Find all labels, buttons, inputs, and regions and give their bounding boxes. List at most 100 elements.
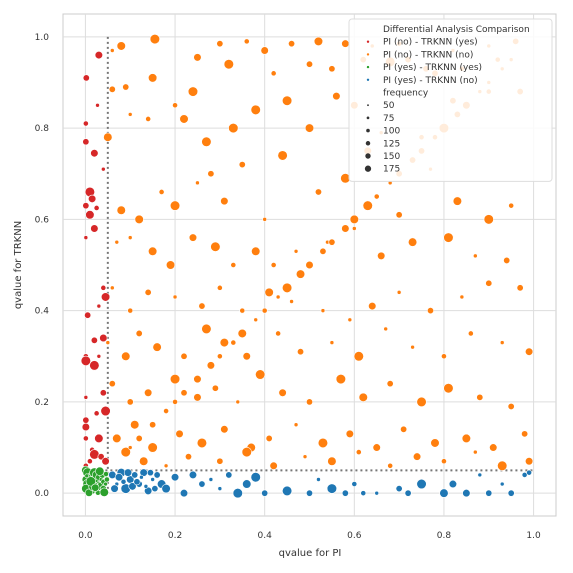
point-pi-no-trknn-no [250, 104, 261, 115]
point-pi-no-trknn-no [353, 351, 364, 362]
point-pi-no-trknn-yes [99, 333, 108, 343]
point-pi-yes-trknn-no [151, 485, 159, 493]
point-pi-no-trknn-yes [86, 458, 93, 465]
point-pi-no-trknn-no [148, 246, 158, 256]
legend-size-title: frequency [383, 89, 429, 99]
legend-size-marker [366, 128, 370, 133]
point-pi-yes-trknn-no [139, 474, 144, 480]
point-pi-no-trknn-no [108, 85, 116, 93]
point-pi-no-trknn-yes [82, 435, 89, 442]
point-pi-no-trknn-no [169, 373, 181, 385]
point-pi-no-trknn-no [121, 351, 131, 361]
x-tick-label: 0.2 [168, 531, 182, 541]
point-pi-no-trknn-no [489, 443, 498, 452]
point-pi-yes-trknn-no [225, 471, 233, 479]
point-pi-no-trknn-no [180, 352, 188, 360]
point-pi-no-trknn-no [317, 437, 329, 449]
point-pi-no-trknn-no [207, 170, 215, 178]
point-pi-no-trknn-no [242, 352, 251, 361]
point-pi-no-trknn-no [516, 284, 524, 292]
point-pi-no-trknn-no [163, 408, 169, 414]
point-pi-yes-trknn-no [114, 473, 124, 482]
point-pi-no-trknn-no [110, 48, 115, 53]
point-pi-no-trknn-no [297, 348, 305, 356]
legend: Differential Analysis Comparison PI (no) … [348, 18, 553, 182]
point-pi-no-trknn-no [145, 116, 152, 122]
x-tick-label: 0.8 [437, 531, 452, 541]
point-pi-yes-trknn-no [395, 485, 403, 493]
point-pi-no-trknn-no [193, 53, 202, 62]
point-pi-no-trknn-no [373, 193, 380, 200]
point-pi-no-trknn-no [329, 340, 335, 345]
legend-size-label: 75 [383, 114, 394, 124]
point-pi-yes-trknn-no [485, 489, 493, 497]
legend-size-label: 125 [383, 139, 400, 149]
point-pi-no-trknn-no [304, 123, 315, 133]
point-pi-no-trknn-yes [101, 457, 110, 466]
point-pi-yes-trknn-no [133, 478, 141, 486]
point-pi-no-trknn-no [483, 214, 494, 225]
point-pi-no-trknn-no [139, 456, 149, 466]
point-pi-no-trknn-no [180, 389, 188, 397]
point-pi-no-trknn-no [396, 290, 402, 295]
point-pi-yes-trknn-yes [104, 476, 110, 483]
point-pi-no-trknn-no [135, 329, 143, 337]
point-pi-yes-trknn-no [416, 478, 427, 490]
point-pi-no-trknn-no [270, 262, 277, 268]
legend-label: PI (no) - TRKNN (yes) [383, 38, 478, 48]
point-pi-no-trknn-no [116, 205, 126, 215]
point-pi-no-trknn-no [313, 36, 324, 46]
point-pi-no-trknn-yes [82, 120, 89, 127]
point-pi-yes-trknn-no [351, 481, 358, 487]
point-pi-no-trknn-no [427, 307, 435, 315]
point-pi-yes-trknn-no [507, 489, 515, 497]
point-pi-no-trknn-no [149, 421, 157, 429]
point-pi-no-trknn-no [269, 461, 278, 470]
point-pi-no-trknn-no [265, 434, 273, 442]
point-pi-no-trknn-no [193, 393, 202, 402]
point-pi-no-trknn-yes [85, 210, 95, 220]
point-pi-no-trknn-no [188, 233, 198, 242]
point-pi-no-trknn-no [410, 344, 415, 350]
point-pi-yes-trknn-no [179, 489, 189, 498]
point-pi-no-trknn-no [172, 102, 178, 109]
point-pi-no-trknn-no [328, 238, 336, 246]
point-pi-no-trknn-no [305, 398, 313, 406]
point-pi-no-trknn-no [407, 237, 418, 247]
point-pi-no-trknn-no [243, 38, 250, 45]
x-tick-label: 0.4 [258, 531, 273, 541]
point-pi-yes-trknn-yes [85, 476, 96, 487]
point-pi-no-trknn-no [281, 95, 293, 106]
point-pi-no-trknn-no [126, 398, 134, 406]
point-pi-no-trknn-no [459, 294, 465, 300]
legend-size-marker [365, 153, 371, 159]
point-pi-yes-trknn-no [477, 472, 483, 478]
point-pi-no-trknn-no [230, 339, 237, 346]
point-pi-no-trknn-no [275, 294, 281, 300]
point-pi-yes-trknn-yes [103, 481, 108, 487]
point-pi-no-trknn-no [210, 241, 221, 252]
point-pi-no-trknn-no [184, 453, 192, 461]
point-pi-no-trknn-no [386, 380, 394, 388]
point-pi-no-trknn-no [108, 380, 116, 388]
point-pi-no-trknn-no [416, 396, 427, 408]
point-pi-no-trknn-no [152, 342, 162, 352]
point-pi-no-trknn-no [278, 388, 287, 397]
point-pi-no-trknn-no [216, 457, 224, 465]
point-pi-no-trknn-no [320, 308, 326, 313]
point-pi-no-trknn-yes [84, 311, 92, 319]
point-pi-yes-trknn-yes [99, 487, 109, 497]
point-pi-yes-trknn-no [316, 477, 321, 482]
point-pi-yes-trknn-no [462, 489, 471, 498]
point-pi-yes-trknn-no [161, 484, 171, 494]
point-pi-no-trknn-no [175, 429, 184, 438]
point-pi-no-trknn-no [473, 449, 478, 455]
y-tick-label: 1.0 [35, 33, 50, 43]
point-pi-no-trknn-yes [88, 194, 97, 203]
point-pi-no-trknn-no [355, 449, 362, 456]
point-pi-no-trknn-yes [100, 405, 111, 417]
point-pi-no-trknn-no [163, 463, 169, 469]
point-pi-no-trknn-no [319, 247, 327, 255]
point-pi-no-trknn-no [341, 39, 350, 48]
